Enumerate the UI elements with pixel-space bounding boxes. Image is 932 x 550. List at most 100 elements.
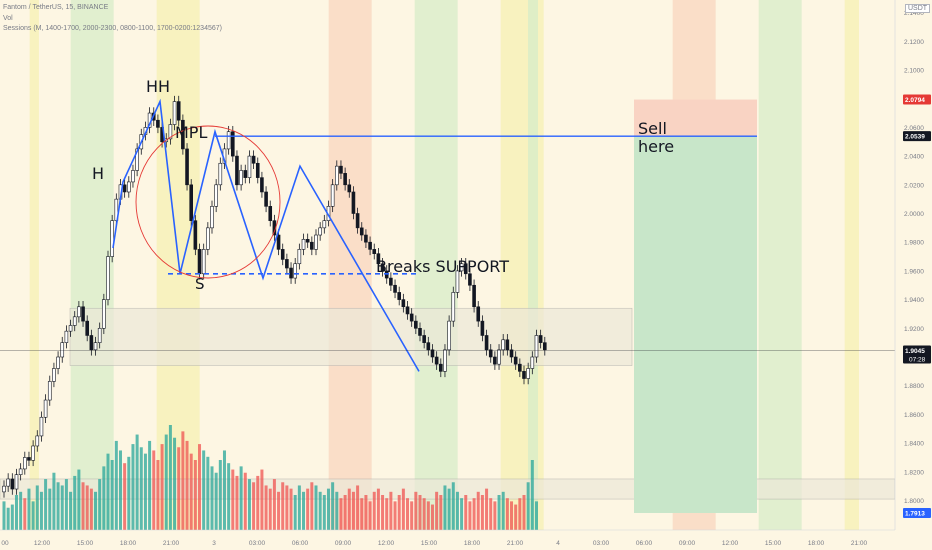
- price-tick-label: 2.0200: [904, 182, 924, 189]
- volume-bar: [381, 495, 385, 530]
- stop-price-label-bg: [903, 94, 931, 105]
- sessions-indicator-label[interactable]: Sessions (M, 1400-1700, 2000-2300, 0800-…: [3, 25, 222, 32]
- volume-bar: [202, 450, 206, 530]
- volume-bar: [293, 495, 297, 530]
- volume-bar: [356, 485, 360, 530]
- volume-bar: [198, 444, 202, 530]
- volume-bar: [368, 501, 372, 530]
- volume-bar: [131, 444, 135, 530]
- volume-bar: [393, 501, 397, 530]
- candle: [127, 181, 131, 193]
- candle: [376, 253, 381, 265]
- volume-bar: [48, 488, 52, 530]
- candle: [347, 184, 352, 193]
- volume-bar: [143, 453, 147, 530]
- candle: [438, 363, 443, 372]
- volume-bar: [110, 460, 114, 530]
- price-tick-label: 1.9400: [904, 297, 924, 304]
- volume-bar: [123, 463, 127, 530]
- volume-bar: [44, 479, 48, 530]
- symbol-title[interactable]: Fantom / TetherUS, 15, BINANCE: [3, 4, 109, 11]
- candle: [27, 457, 31, 461]
- candle: [214, 184, 218, 207]
- candle: [189, 184, 193, 221]
- stop-zone: [634, 99, 757, 137]
- candle: [310, 241, 314, 250]
- candle: [389, 277, 393, 286]
- volume-bar: [60, 485, 64, 530]
- volume-bar: [69, 491, 73, 530]
- volume-bar: [239, 466, 243, 530]
- candle: [18, 468, 23, 475]
- session-band: [758, 0, 802, 530]
- currency-label[interactable]: USDT: [905, 4, 931, 13]
- volume-bar: [310, 482, 314, 530]
- candle: [197, 249, 202, 275]
- session-band: [844, 0, 859, 530]
- candle: [6, 478, 10, 487]
- volume-indicator-label[interactable]: Vol: [3, 15, 13, 22]
- candle: [405, 306, 410, 315]
- volume-bar: [435, 491, 439, 530]
- volume-bar: [247, 479, 251, 530]
- candle: [231, 131, 235, 157]
- volume-bar: [376, 488, 380, 530]
- candle: [181, 119, 185, 150]
- volume-bar: [514, 504, 518, 530]
- candle: [451, 292, 456, 322]
- volume-bar: [447, 488, 451, 530]
- candle: [397, 292, 402, 300]
- volume-bar: [106, 453, 110, 530]
- candle: [330, 184, 335, 207]
- candle: [480, 320, 485, 336]
- candle: [393, 284, 397, 293]
- current-price-label: 1.9045: [905, 348, 925, 355]
- candle: [476, 306, 481, 322]
- volume-bar: [31, 501, 35, 530]
- time-tick-label: 12:00: [34, 540, 51, 547]
- candle: [10, 478, 15, 490]
- volume-bar: [98, 479, 102, 530]
- candle: [168, 124, 173, 140]
- volume-bar: [6, 507, 10, 530]
- volume-bar: [406, 498, 410, 530]
- candle: [97, 327, 102, 343]
- volume-bar: [476, 491, 480, 530]
- candle: [77, 306, 81, 318]
- candle: [297, 249, 302, 265]
- candle: [93, 342, 98, 351]
- volume-bar: [464, 495, 468, 530]
- volume-bar: [160, 444, 164, 530]
- session-band: [528, 0, 538, 530]
- price-tick-label: 2.1200: [904, 39, 924, 46]
- candle: [280, 249, 285, 260]
- annotation-breaks-support: Breaks SUPPORT: [376, 257, 510, 276]
- time-tick-label: 18:00: [808, 540, 825, 547]
- candle: [530, 356, 535, 369]
- volume-bar: [227, 463, 231, 530]
- volume-bar: [372, 491, 376, 530]
- candle: [39, 416, 44, 437]
- volume-bar: [39, 491, 43, 530]
- candle: [505, 339, 510, 351]
- candle: [185, 148, 189, 186]
- volume-bar: [518, 498, 522, 530]
- volume-bar: [89, 488, 93, 530]
- volume-bar: [264, 485, 268, 530]
- volume-bar: [480, 495, 484, 530]
- volume-bar: [218, 460, 222, 530]
- volume-bar: [256, 475, 260, 530]
- candle: [538, 335, 543, 343]
- candle: [239, 170, 243, 186]
- volume-bar: [168, 425, 172, 530]
- time-tick-label: 15:00: [77, 540, 94, 547]
- time-tick-label: 12:00: [722, 540, 739, 547]
- candle: [339, 165, 343, 174]
- entry-price-label-bg: [903, 131, 931, 142]
- volume-bar: [252, 482, 256, 530]
- candle: [401, 299, 406, 308]
- candle: [314, 234, 318, 250]
- candle: [43, 399, 48, 418]
